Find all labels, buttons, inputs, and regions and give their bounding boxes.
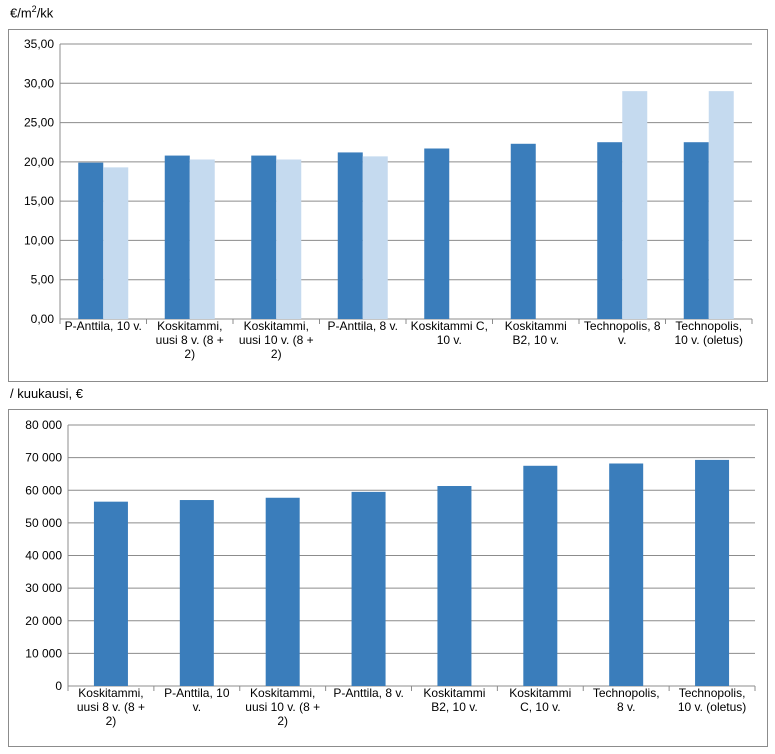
chart2-ytick-label: 80 000 bbox=[25, 418, 62, 432]
chart1-ytick-label: 20,00 bbox=[24, 155, 54, 169]
chart2-ytick-label: 10 000 bbox=[25, 646, 62, 660]
chart2-ytick-label: 70 000 bbox=[25, 451, 62, 465]
chart2-bar bbox=[695, 459, 730, 686]
chart1-unit-label: €/m2/kk bbox=[10, 4, 54, 21]
chart2-bar bbox=[609, 463, 644, 686]
chart2-category-label: P-Anttila, 8 v. bbox=[333, 686, 403, 700]
chart1-category-label: Technopolis, 10 v. (oletus) bbox=[675, 319, 743, 347]
chart1-bar bbox=[103, 167, 129, 319]
chart1-frame: 0,00 5,00 10,00 15,00 20,00 25,00 30,00 35,00 P-… bbox=[8, 29, 768, 382]
chart2-category-label: Technopolis, 10 v. (oletus) bbox=[678, 686, 746, 714]
chart2-ytick-label: 40 000 bbox=[25, 549, 62, 563]
chart2-category-label: P-Anttila, 10 v. bbox=[164, 686, 230, 714]
chart1-ytick-label: 0,00 bbox=[31, 312, 55, 326]
chart1-category-label: P-Anttila, 8 v. bbox=[328, 319, 398, 333]
chart1-bar bbox=[251, 155, 277, 319]
chart2-bar bbox=[265, 497, 300, 686]
chart2-ytick-label: 60 000 bbox=[25, 483, 62, 497]
chart1-category-label: Koskitammi, uusi 10 v. (8 +2) bbox=[239, 319, 314, 361]
chart1-ytick-label: 15,00 bbox=[24, 194, 54, 208]
chart2-ytick-label: 50 000 bbox=[25, 516, 62, 530]
chart1-svg: 0,00 5,00 10,00 15,00 20,00 25,00 30,00 35,00 P-… bbox=[24, 37, 753, 361]
chart1-ytick-label: 25,00 bbox=[24, 116, 54, 130]
chart2-ytick-label: 0 bbox=[55, 679, 62, 693]
chart1-bar bbox=[78, 162, 104, 319]
chart1-bar bbox=[683, 142, 709, 319]
chart1-bar bbox=[597, 142, 623, 319]
chart1-ytick-label: 35,00 bbox=[24, 37, 54, 51]
chart1-category-label: Koskitammi B2, 10 v. bbox=[505, 319, 567, 347]
chart2-bar bbox=[351, 491, 386, 686]
chart2-ytick-label: 30 000 bbox=[25, 581, 62, 595]
chart2-ytick-label: 20 000 bbox=[25, 614, 62, 628]
chart1-bar bbox=[510, 143, 536, 319]
chart1-bar bbox=[189, 159, 215, 319]
chart1-bar bbox=[362, 156, 388, 319]
chart1-category-label: Technopolis, 8 v. bbox=[584, 319, 661, 347]
chart2-unit-label: / kuukausi, € bbox=[10, 386, 83, 401]
chart2-svg: 0 10 000 20 000 30 000 40 000 50 000 60 000 70 … bbox=[25, 418, 756, 728]
chart2-category-label: Koskitammi, uusi 8 v. (8 +2) bbox=[77, 686, 145, 728]
chart2-frame: 0 10 000 20 000 30 000 40 000 50 000 60 000 70 … bbox=[8, 409, 768, 747]
chart1-bar bbox=[622, 91, 648, 319]
chart1-ytick-label: 10,00 bbox=[24, 233, 54, 247]
chart1-bar bbox=[337, 152, 363, 319]
chart1-bar bbox=[708, 91, 734, 319]
chart1-category-label: Koskitammi, uusi 8 v. (8 +2) bbox=[156, 319, 224, 361]
chart1-bar bbox=[164, 155, 190, 319]
chart1-bar bbox=[276, 159, 302, 319]
chart1-bar bbox=[424, 148, 450, 319]
chart2-category-label: Koskitammi, uusi 10 v. (8 +2) bbox=[245, 686, 320, 728]
chart2-category-label: Koskitammi C, 10 v. bbox=[509, 686, 571, 714]
chart2-bar bbox=[437, 486, 472, 686]
chart2-bar bbox=[179, 500, 214, 686]
chart1-ytick-label: 5,00 bbox=[31, 273, 55, 287]
chart2-bar bbox=[93, 501, 128, 686]
chart2-category-label: Technopolis, 8 v. bbox=[593, 686, 660, 714]
chart1-category-label: P-Anttila, 10 v. bbox=[65, 319, 142, 333]
chart2-bar bbox=[523, 465, 558, 686]
chart1-ytick-label: 30,00 bbox=[24, 76, 54, 90]
chart1-category-label: Koskitammi C, 10 v. bbox=[411, 319, 488, 347]
chart2-category-label: Koskitammi B2, 10 v. bbox=[423, 686, 485, 714]
